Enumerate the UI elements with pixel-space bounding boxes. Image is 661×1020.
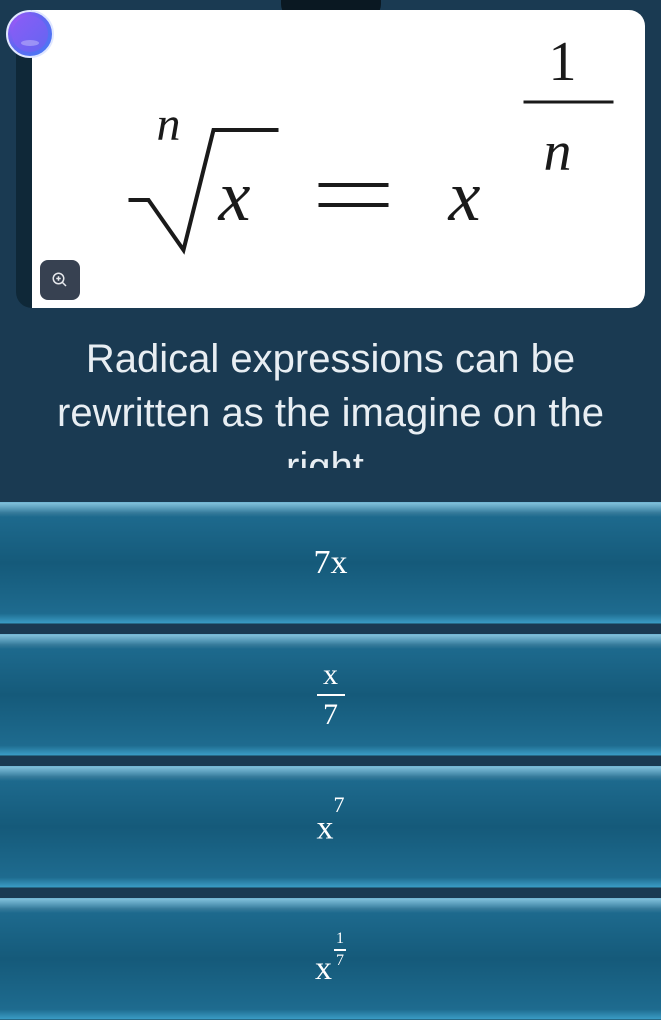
power-base: x xyxy=(317,810,334,847)
answers-container: 7x x 7 x7 x 1 7 xyxy=(0,502,661,1020)
answer-option-2[interactable]: x 7 xyxy=(0,634,661,756)
answer-fraction: x 7 xyxy=(317,658,345,732)
answer-label: 7x xyxy=(314,544,348,582)
avatar-image xyxy=(12,16,48,52)
fraction-bar xyxy=(317,694,345,696)
rhs-base: x xyxy=(448,156,481,236)
fraction-numerator: x xyxy=(323,658,338,692)
answer-option-4[interactable]: x 1 7 xyxy=(0,898,661,1020)
user-avatar[interactable] xyxy=(6,10,54,58)
question-text: Radical expressions can be rewritten as … xyxy=(0,308,661,468)
radical-sign xyxy=(129,130,279,250)
formula-svg: n x x 1 n xyxy=(32,10,645,308)
exp-fraction-bar xyxy=(334,949,346,951)
power-base: x xyxy=(315,950,332,988)
exp-denominator: 7 xyxy=(336,952,344,970)
zoom-button[interactable] xyxy=(40,260,80,300)
formula-image: n x x 1 n xyxy=(32,10,645,308)
formula-card: n x x 1 n xyxy=(16,10,645,308)
answer-option-3[interactable]: x7 xyxy=(0,766,661,888)
root-index: n xyxy=(157,98,181,151)
power-exponent: 7 xyxy=(334,792,345,817)
power-exponent-fraction: 1 7 xyxy=(334,930,346,970)
fraction-denominator: 7 xyxy=(323,698,338,732)
exp-numerator: 1 xyxy=(336,930,344,948)
zoom-in-icon xyxy=(51,271,69,289)
radicand: x xyxy=(218,156,251,236)
exp-numerator: 1 xyxy=(549,31,577,93)
exp-denominator: n xyxy=(544,121,572,183)
answer-option-1[interactable]: 7x xyxy=(0,502,661,624)
answer-power: x7 xyxy=(317,806,345,847)
answer-power-fraction: x 1 7 xyxy=(315,930,346,988)
